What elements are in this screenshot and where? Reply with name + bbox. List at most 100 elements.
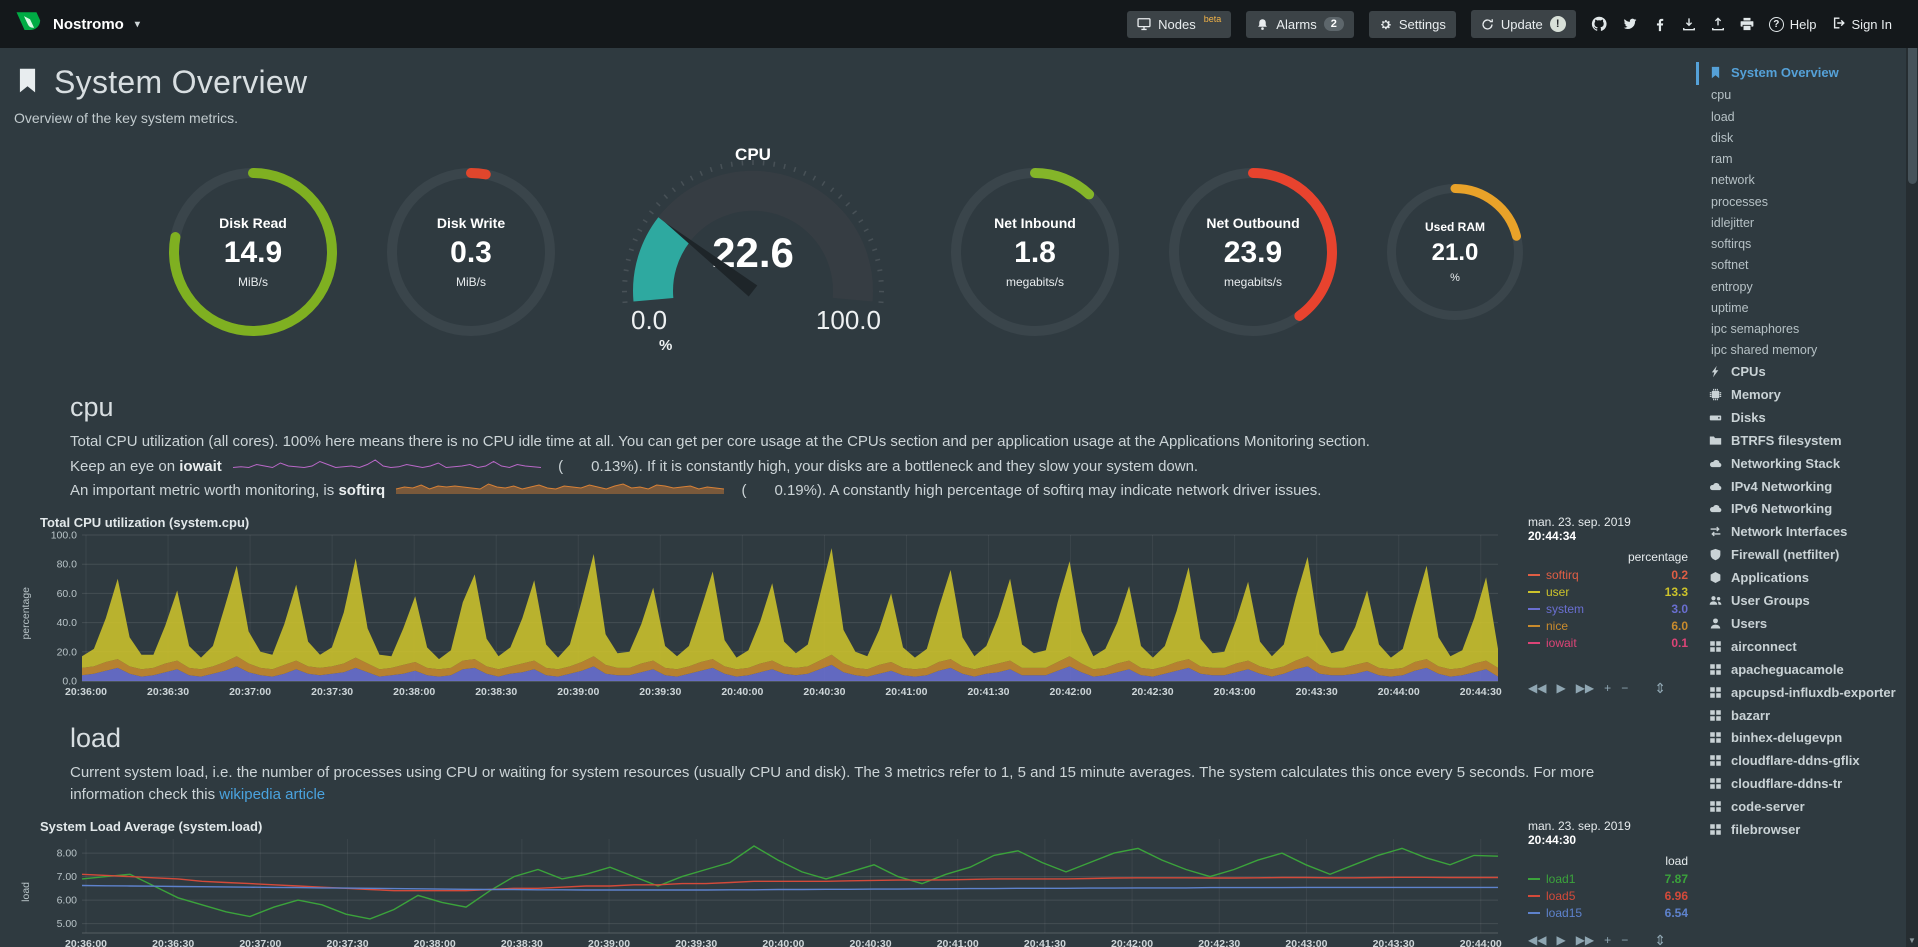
cpu-gauge[interactable]: CPU 22.6 0.0 100.0 % (603, 145, 903, 359)
svg-text:20:41:30: 20:41:30 (1024, 938, 1066, 947)
legend-item-load5[interactable]: load5 6.96 (1528, 888, 1690, 905)
sidebar-item-uptime[interactable]: uptime (1696, 297, 1906, 318)
sidebar-item-filebrowser[interactable]: filebrowser (1696, 819, 1906, 842)
nodes-button[interactable]: Nodes beta (1127, 10, 1232, 38)
legend-item-system[interactable]: system 3.0 (1528, 601, 1690, 618)
sidebar-item-label: System Overview (1731, 65, 1839, 80)
cpu-chart-legend: man. 23. sep. 2019 20:44:34 percentage s… (1528, 515, 1690, 699)
sidebar-item-network[interactable]: network (1696, 170, 1906, 191)
play-icon[interactable]: ▶ (1556, 933, 1566, 947)
resize-handle-icon[interactable]: ⇕ (1654, 679, 1666, 696)
svg-text:20:44:30: 20:44:30 (1460, 686, 1502, 698)
zoom-out-icon[interactable]: − (1621, 933, 1629, 947)
sidebar-item-load[interactable]: load (1696, 106, 1906, 127)
sidebar-item-softnet[interactable]: softnet (1696, 255, 1906, 276)
iowait-sparkline[interactable] (232, 458, 542, 471)
sidebar-item-cpus[interactable]: CPUs (1696, 361, 1906, 384)
legend-item-softirq[interactable]: softirq 0.2 (1528, 567, 1690, 584)
sidebar-item-bazarr[interactable]: bazarr (1696, 705, 1906, 728)
load-chart-toolbar: ◀◀ ▶ ▶▶ + − ⇕ (1528, 932, 1690, 947)
disk-read-gauge[interactable]: Disk Read 14.9 MiB/s (167, 166, 339, 338)
sidebar-item-firewall-netfilter[interactable]: Firewall (netfilter) (1696, 544, 1906, 567)
net-outbound-gauge[interactable]: Net Outbound 23.9 megabits/s (1167, 166, 1339, 338)
legend-item-load15[interactable]: load15 6.54 (1528, 905, 1690, 922)
sidebar-item-cpu[interactable]: cpu (1696, 85, 1906, 106)
page-scrollbar[interactable]: ▲ ▼ (1906, 0, 1918, 947)
zoom-in-icon[interactable]: + (1604, 681, 1612, 695)
sidebar-item-processes[interactable]: processes (1696, 191, 1906, 212)
sidebar-item-entropy[interactable]: entropy (1696, 276, 1906, 297)
download-icon[interactable] (1682, 17, 1696, 31)
bookmark-icon (1709, 65, 1723, 79)
sidebar-item-user-groups[interactable]: User Groups (1696, 590, 1906, 613)
sidebar-item-ipv4-networking[interactable]: IPv4 Networking (1696, 476, 1906, 499)
sidebar-item-disk[interactable]: disk (1696, 127, 1906, 148)
pan-backward-icon[interactable]: ◀◀ (1528, 681, 1547, 695)
sidebar-item-apcupsd-influxdb-exporter[interactable]: apcupsd-influxdb-exporter (1696, 682, 1906, 705)
node-selector[interactable]: Nostromo ▾ (53, 15, 140, 33)
sidebar-item-networking-stack[interactable]: Networking Stack (1696, 453, 1906, 476)
resize-handle-icon[interactable]: ⇕ (1654, 931, 1666, 947)
legend-unit: percentage (1627, 549, 1688, 564)
legend-item-nice[interactable]: nice 6.0 (1528, 618, 1690, 635)
print-icon[interactable] (1740, 17, 1754, 31)
sidebar-item-ipc-shared-memory[interactable]: ipc shared memory (1696, 340, 1906, 361)
wikipedia-link[interactable]: wikipedia article (219, 786, 326, 803)
sidebar-item-btrfs-filesystem[interactable]: BTRFS filesystem (1696, 430, 1906, 453)
sidebar-item-disks[interactable]: Disks (1696, 407, 1906, 430)
net-inbound-gauge[interactable]: Net Inbound 1.8 megabits/s (949, 166, 1121, 338)
upload-icon[interactable] (1711, 17, 1725, 31)
legend-item-iowait[interactable]: iowait 0.1 (1528, 635, 1690, 652)
alarms-button[interactable]: Alarms 2 (1246, 10, 1354, 38)
sidebar-item-binhex-delugevpn[interactable]: binhex-delugevpn (1696, 727, 1906, 750)
pan-forward-icon[interactable]: ▶▶ (1575, 933, 1595, 947)
pan-forward-icon[interactable]: ▶▶ (1575, 681, 1595, 695)
help-button[interactable]: ? Help (1768, 16, 1817, 32)
legend-item-user[interactable]: user 13.3 (1528, 584, 1690, 601)
hdd-icon (1709, 410, 1723, 424)
sidebar-item-cloudflare-ddns-tr[interactable]: cloudflare-ddns-tr (1696, 773, 1906, 796)
sidebar-item-code-server[interactable]: code-server (1696, 796, 1906, 819)
disk-write-gauge[interactable]: Disk Write 0.3 MiB/s (385, 166, 557, 338)
sidebar-item-applications[interactable]: Applications (1696, 567, 1906, 590)
sidebar-item-memory[interactable]: Memory (1696, 384, 1906, 407)
sidebar-item-system-overview[interactable]: System Overview (1696, 62, 1906, 85)
sidebar-item-cloudflare-ddns-gflix[interactable]: cloudflare-ddns-gflix (1696, 750, 1906, 773)
settings-button[interactable]: Settings (1368, 10, 1456, 38)
sidebar-item-users[interactable]: Users (1696, 613, 1906, 636)
update-button[interactable]: Update ! (1470, 10, 1576, 38)
svg-text:20:36:00: 20:36:00 (65, 686, 107, 698)
used-ram-gauge[interactable]: Used RAM 21.0 % (1385, 182, 1525, 322)
svg-text:20:38:00: 20:38:00 (393, 686, 435, 698)
facebook-icon[interactable] (1653, 17, 1667, 32)
play-icon[interactable]: ▶ (1556, 681, 1566, 695)
sidebar-item-ipc-semaphores[interactable]: ipc semaphores (1696, 319, 1906, 340)
scroll-down-icon[interactable]: ▼ (1908, 936, 1916, 945)
twitter-icon[interactable] (1622, 17, 1638, 31)
cpu-utilization-chart[interactable]: 0.0 20.0 40.0 60.0 80.0 100.0 20:36:00 20:36:30… (36, 529, 1506, 699)
sidebar-item-ram[interactable]: ram (1696, 149, 1906, 170)
sidebar-item-idlejitter[interactable]: idlejitter (1696, 212, 1906, 233)
sidebar-item-label: apacheguacamole (1731, 661, 1844, 677)
legend-item-load1[interactable]: load1 7.87 (1528, 871, 1690, 888)
zoom-in-icon[interactable]: + (1604, 933, 1612, 947)
cloud-icon (1709, 501, 1723, 515)
bolt-icon (1709, 364, 1723, 378)
sidebar-item-label: ipc shared memory (1711, 343, 1818, 358)
sidebar-item-softirqs[interactable]: softirqs (1696, 234, 1906, 255)
sidebar-item-label: IPv4 Networking (1731, 478, 1833, 494)
scrollbar-thumb[interactable] (1907, 14, 1917, 184)
sidebar-item-apacheguacamole[interactable]: apacheguacamole (1696, 659, 1906, 682)
zoom-out-icon[interactable]: − (1621, 681, 1629, 695)
sidebar-item-label: filebrowser (1731, 821, 1801, 837)
sidebar-item-network-interfaces[interactable]: Network Interfaces (1696, 521, 1906, 544)
pan-backward-icon[interactable]: ◀◀ (1528, 933, 1547, 947)
sidebar-item-ipv6-networking[interactable]: IPv6 Networking (1696, 498, 1906, 521)
sign-in-button[interactable]: Sign In (1832, 16, 1892, 33)
softirq-sparkline[interactable] (395, 482, 725, 495)
svg-text:6.00: 6.00 (57, 894, 78, 906)
sidebar-item-airconnect[interactable]: airconnect (1696, 636, 1906, 659)
svg-text:20:43:00: 20:43:00 (1285, 938, 1327, 947)
load-average-chart[interactable]: 5.00 6.00 7.00 8.00 20:36:00 20:36:30 20:37:00… (36, 835, 1506, 947)
github-icon[interactable] (1591, 16, 1607, 32)
